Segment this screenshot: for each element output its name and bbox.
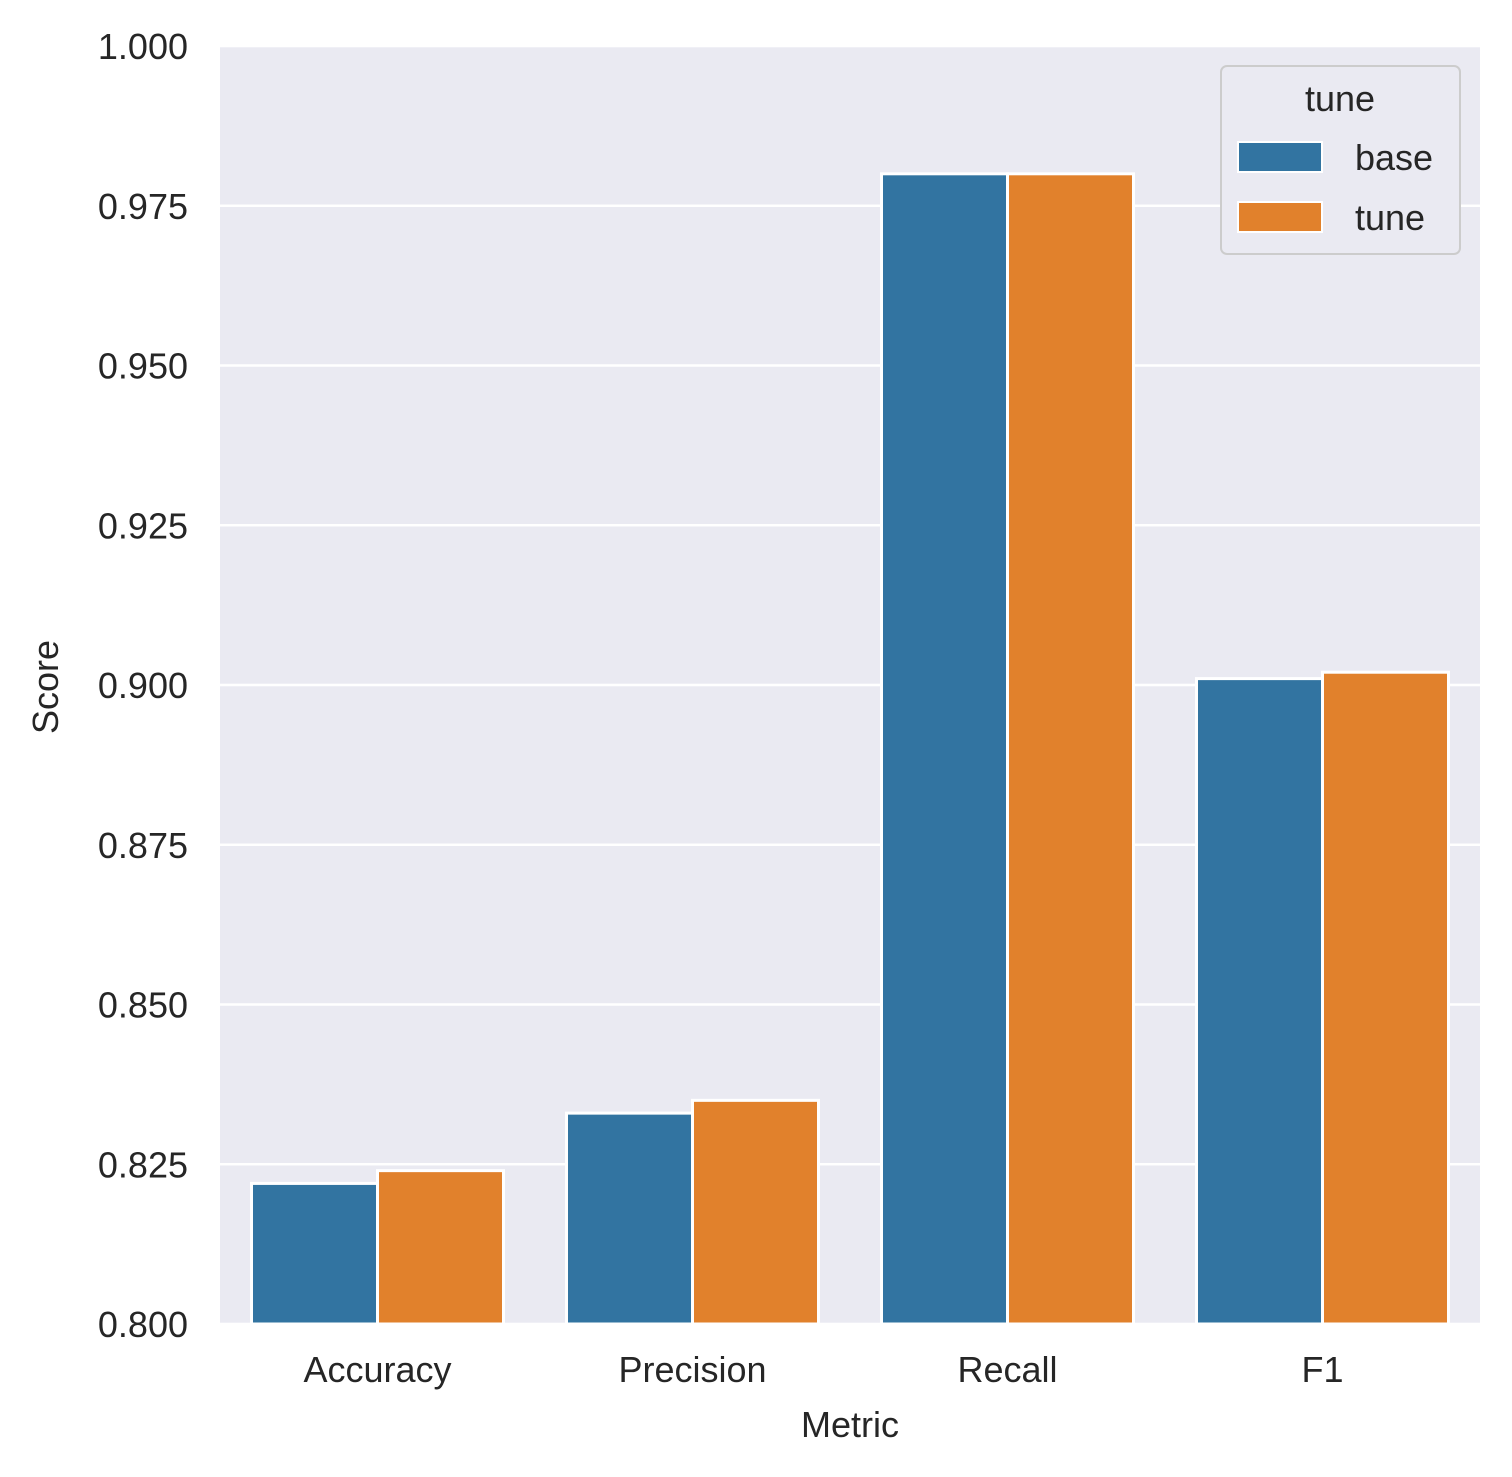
x-tick-label: Recall — [957, 1349, 1057, 1390]
legend-items: base tune — [1237, 137, 1433, 238]
y-tick-label: 0.975 — [98, 186, 188, 227]
bar-tune-recall — [1006, 172, 1135, 1326]
bar-base-f1 — [1195, 677, 1324, 1326]
bar-base-precision — [565, 1111, 694, 1326]
y-tick-label: 0.950 — [98, 346, 188, 387]
y-tick-label: 0.800 — [98, 1304, 188, 1345]
y-axis-title: Score — [25, 640, 66, 734]
x-tick-label: Accuracy — [303, 1349, 451, 1390]
legend: tune base tune — [1220, 65, 1461, 255]
y-tick-label: 0.875 — [98, 825, 188, 866]
y-tick-label: 0.925 — [98, 505, 188, 546]
x-axis-title: Metric — [801, 1404, 899, 1445]
bars — [250, 172, 1450, 1326]
y-tick-label: 0.825 — [98, 1144, 188, 1185]
x-tick-labels: Accuracy Precision Recall F1 — [303, 1349, 1343, 1390]
legend-swatch-base — [1237, 141, 1323, 173]
x-tick-label: Precision — [618, 1349, 766, 1390]
y-tick-label: 0.900 — [98, 665, 188, 706]
bar-tune-f1 — [1321, 670, 1450, 1326]
y-tick-label: 0.850 — [98, 985, 188, 1026]
bar-base-recall — [880, 172, 1009, 1326]
bar-tune-precision — [691, 1098, 820, 1326]
bar-base-accuracy — [250, 1181, 379, 1326]
x-tick-label: F1 — [1301, 1349, 1343, 1390]
legend-label-tune: tune — [1355, 197, 1425, 238]
legend-swatch-tune — [1237, 201, 1323, 233]
bar-tune-accuracy — [376, 1169, 505, 1326]
y-tick-label: 1.000 — [98, 26, 188, 67]
legend-title: tune — [1305, 78, 1375, 119]
legend-label-base: base — [1355, 137, 1433, 178]
y-tick-labels: 0.800 0.825 0.850 0.875 0.900 0.925 0.950 0.975… — [98, 26, 188, 1345]
